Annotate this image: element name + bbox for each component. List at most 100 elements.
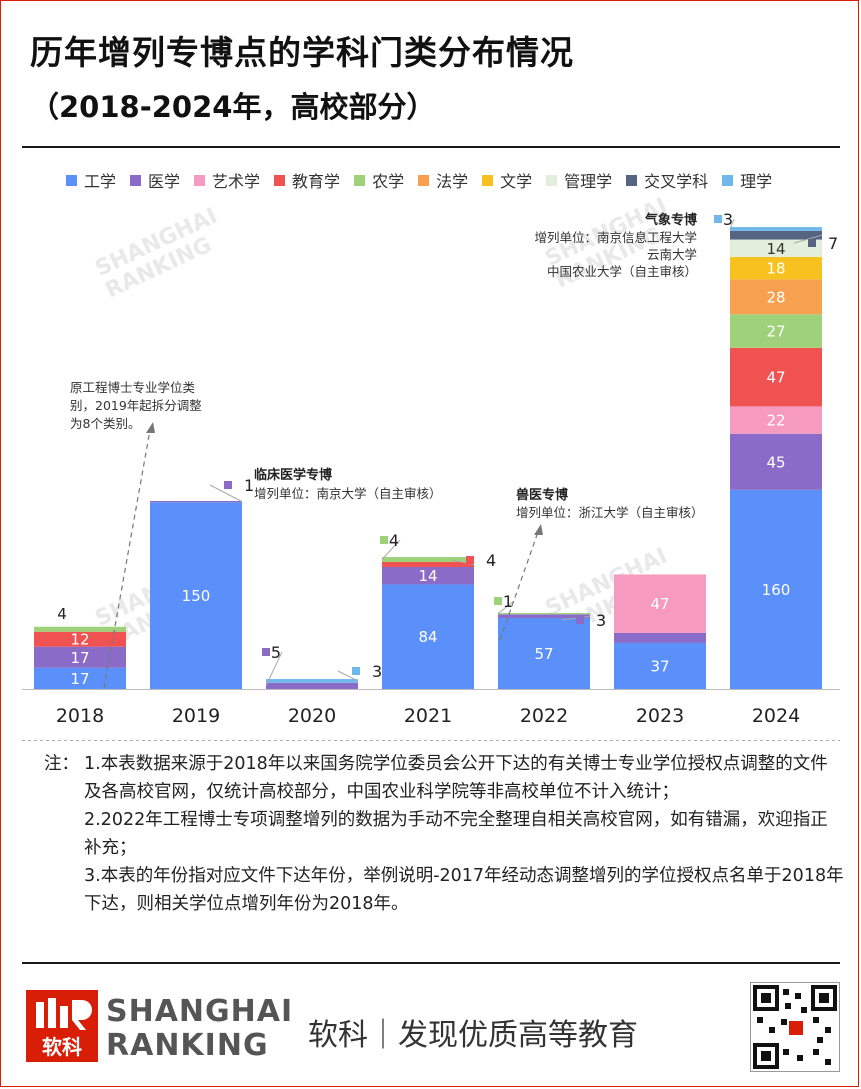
callout-label: 4 <box>486 551 496 570</box>
data-label: 160 <box>762 581 791 599</box>
bar-segment <box>730 489 822 689</box>
legend-label: 管理学 <box>564 172 613 191</box>
callout-label: 5 <box>271 643 281 662</box>
bar-segment <box>266 682 358 689</box>
annotation-text: 别，2019年起拆分调整 <box>70 398 202 413</box>
annotation-text: 原工程博士专业学位类 <box>70 380 196 395</box>
bar-segment <box>382 584 474 689</box>
callout-label: 3 <box>723 210 733 229</box>
callout-label: 7 <box>828 234 838 253</box>
data-label: 47 <box>766 369 785 387</box>
legend-swatch <box>274 174 286 186</box>
bar-segment <box>730 227 822 231</box>
data-label: 4 <box>57 605 67 623</box>
bar-segment <box>34 631 126 647</box>
footer-slogan: 软科｜发现优质高等教育 <box>308 1018 638 1053</box>
x-tick-label: 2024 <box>752 705 800 727</box>
bar-segment <box>150 502 242 689</box>
legend-swatch <box>354 174 366 186</box>
bar-segment <box>34 626 126 632</box>
data-label: 28 <box>766 288 785 306</box>
bar-segment <box>266 679 358 683</box>
shanghai-ranking-logo: 软科 <box>26 990 98 1062</box>
data-label: 17 <box>70 649 89 667</box>
legend-item: 工学 <box>66 168 116 192</box>
note-item: 3.本表的年份指对应文件下达年份，举例说明-2017年经动态调整增列的学位授权点… <box>44 862 844 918</box>
bar-segment <box>730 256 822 280</box>
bar-segment <box>730 314 822 348</box>
brand-name-line1: SHANGHAI <box>106 994 294 1029</box>
bar-segment <box>498 613 590 615</box>
bar-segment <box>382 557 474 563</box>
callout-marker <box>262 648 270 656</box>
data-label: 22 <box>766 412 785 430</box>
data-label: 18 <box>766 260 785 278</box>
legend-swatch <box>418 174 430 186</box>
bar-segment <box>730 406 822 434</box>
callout-marker <box>714 215 722 223</box>
annotation-title: 气象专博 <box>645 212 697 228</box>
callout-label: 1 <box>503 592 513 611</box>
annotation-text: 中国农业大学（自主审核） <box>547 264 697 279</box>
bar-segment <box>614 632 706 643</box>
callout-marker <box>808 239 816 247</box>
data-label: 57 <box>534 645 553 663</box>
legend-item: 艺术学 <box>194 168 260 192</box>
note-prefix <box>44 806 84 862</box>
data-label: 150 <box>182 587 211 605</box>
note-item: 注： 1.本表数据来源于2018年以来国务院学位委员会公开下达的有关博士专业学位授… <box>44 750 844 806</box>
note-text: 1.本表数据来源于2018年以来国务院学位委员会公开下达的有关博士专业学位授权点… <box>84 754 828 802</box>
qr-code <box>750 982 840 1072</box>
data-label: 84 <box>418 628 437 646</box>
annotation-arrow <box>103 429 151 689</box>
callout-leader <box>209 484 243 503</box>
data-label: 47 <box>650 595 669 613</box>
brand-name-line2: RANKING <box>106 1028 269 1063</box>
annotation-title: 临床医学专博 <box>254 467 332 483</box>
callout-marker <box>352 667 360 675</box>
callout-marker <box>224 481 232 489</box>
x-tick-label: 2022 <box>520 705 568 727</box>
callout-marker <box>494 597 502 605</box>
data-label: 12 <box>70 631 89 649</box>
note-prefix <box>44 862 84 918</box>
data-label: 17 <box>70 670 89 688</box>
legend-swatch <box>626 174 638 186</box>
bar-segment <box>34 667 126 689</box>
bar-segment <box>498 618 590 689</box>
data-label: 14 <box>418 567 437 585</box>
annotation-text: 增列单位：南京大学（自主审核） <box>254 486 442 501</box>
legend-swatch <box>482 174 494 186</box>
callout-leader <box>265 651 283 687</box>
legend-item: 管理学 <box>546 168 612 192</box>
chart-legend: 工学 医学 艺术学 教育学 农学 法学 文学 管理学 交叉学科 理学 <box>66 168 772 192</box>
legend-item: 法学 <box>418 168 468 192</box>
callout-leader <box>497 600 515 615</box>
note-text: 3.本表的年份指对应文件下达年份，举例说明-2017年经动态调整增列的学位授权点… <box>84 866 844 914</box>
legend-label: 农学 <box>372 172 405 191</box>
callout-label: 4 <box>389 531 399 550</box>
legend-item: 教育学 <box>274 168 340 192</box>
legend-item: 理学 <box>722 168 772 192</box>
x-tick-label: 2021 <box>404 705 452 727</box>
chart-title: 历年增列专博点的学科门类分布情况 <box>30 33 574 72</box>
bar-segment <box>382 562 474 567</box>
data-label: 37 <box>650 657 669 675</box>
footer-divider <box>22 962 840 964</box>
legend-label: 教育学 <box>292 172 341 191</box>
legend-swatch <box>130 174 142 186</box>
top-divider <box>22 146 840 148</box>
x-tick-label: 2020 <box>288 705 336 727</box>
legend-swatch <box>66 174 77 186</box>
legend-label: 交叉学科 <box>644 172 709 191</box>
legend-swatch <box>546 174 558 186</box>
legend-label: 法学 <box>436 172 469 191</box>
chart-subtitle: （2018-2024年，高校部分） <box>30 90 436 124</box>
note-prefix: 注： <box>44 754 79 774</box>
bar-segment <box>614 574 706 633</box>
bar-segment <box>382 566 474 585</box>
bar-segment <box>498 614 590 619</box>
callout-label: 1 <box>244 476 254 495</box>
callout-marker <box>576 616 584 624</box>
